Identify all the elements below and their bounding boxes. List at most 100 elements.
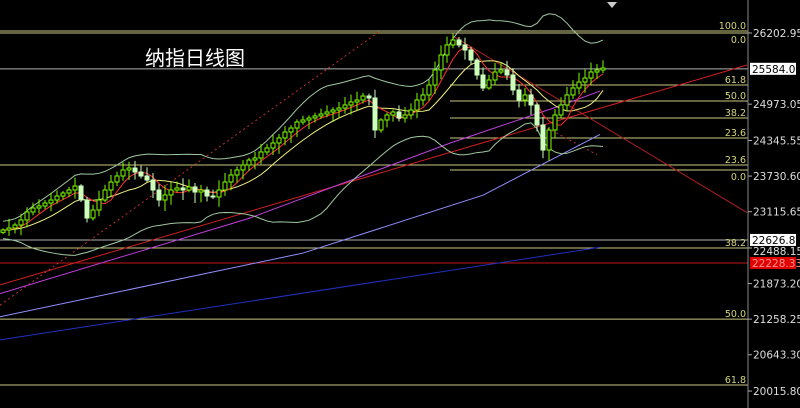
candle — [306, 115, 312, 130]
candle-body — [450, 39, 456, 46]
candle-body — [552, 114, 558, 131]
candle-body — [312, 115, 318, 119]
candle — [276, 133, 282, 154]
candle — [318, 108, 324, 119]
candle-body — [288, 127, 294, 133]
horizontal-lines — [0, 30, 748, 386]
candle-body — [54, 195, 60, 201]
candle — [216, 180, 222, 207]
candle — [78, 184, 84, 203]
candle-body — [408, 109, 414, 116]
candle — [42, 199, 48, 210]
candle-body — [18, 219, 24, 226]
axis-tick-label: 21873.20 — [753, 279, 800, 291]
candle-body — [192, 186, 198, 193]
candle — [222, 172, 228, 196]
candle-body — [300, 119, 306, 123]
axis-tick-label: 20643.30 — [753, 350, 800, 362]
candle — [150, 172, 156, 199]
candle-body — [48, 199, 54, 204]
candle — [354, 91, 360, 111]
candle-body — [156, 189, 162, 201]
bollinger-lower-line — [2, 122, 604, 256]
candle-body — [204, 189, 210, 197]
candle — [402, 107, 408, 123]
candle-body — [324, 111, 330, 115]
candle-body — [246, 159, 252, 166]
candle — [186, 179, 192, 193]
fib-level-label: 23.6 — [725, 128, 746, 139]
axis-tick-label: 24345.55 — [753, 135, 800, 147]
candle — [348, 94, 354, 115]
candle-body — [180, 187, 186, 191]
candle — [444, 36, 450, 63]
candle — [198, 184, 204, 203]
candle-body — [162, 194, 168, 201]
candle-body — [6, 227, 12, 231]
candle-body — [198, 189, 204, 193]
price-badge — [750, 233, 796, 246]
candle — [108, 175, 114, 197]
candle-body — [510, 74, 516, 91]
candle-body — [42, 202, 48, 207]
candle-body — [168, 189, 174, 196]
axis-tick-label: 21258.25 — [753, 314, 800, 326]
candle-body — [12, 224, 18, 229]
candle — [270, 134, 276, 156]
candle-body — [138, 171, 144, 177]
candle — [90, 204, 96, 221]
candle-body — [72, 185, 78, 191]
axis-tick-label: 24973.05 — [753, 99, 800, 111]
candle-body — [114, 175, 120, 183]
candle-body — [240, 164, 246, 171]
candle — [252, 151, 258, 170]
candle — [162, 185, 168, 211]
bollinger-upper-line — [2, 13, 604, 222]
candle — [336, 102, 342, 119]
candle-body — [486, 79, 492, 89]
chart-title: 纳指日线图 — [145, 46, 245, 70]
fib-level-label: 50.0 — [725, 309, 746, 320]
candle — [132, 160, 138, 180]
candle — [312, 112, 318, 123]
candle — [372, 89, 378, 138]
candle — [6, 218, 12, 236]
ma5-line — [2, 46, 604, 231]
candle-body — [384, 114, 390, 121]
candle-body — [144, 175, 150, 181]
candle — [228, 168, 234, 191]
candle-body — [258, 151, 264, 159]
candle-body — [66, 189, 72, 194]
axis-tick-label: 22488.15 — [753, 246, 800, 258]
candle — [102, 184, 108, 203]
candle — [240, 159, 246, 180]
candle — [138, 165, 144, 179]
scroll-marker-icon[interactable] — [607, 2, 617, 8]
candle — [528, 88, 534, 115]
candle-body — [78, 185, 84, 201]
candle — [522, 88, 528, 107]
candle — [330, 107, 336, 122]
candle — [576, 72, 582, 95]
fib-labels: 100.0 0.0 61.8 50.0 38.2 23.6 23.6 0.0 38.2 50.0 6… — [719, 21, 746, 386]
candle — [582, 69, 588, 93]
candle — [438, 45, 444, 80]
price-badge — [750, 257, 796, 270]
candle — [558, 97, 564, 119]
candle — [564, 86, 570, 112]
candle — [0, 228, 6, 235]
candle-body — [588, 71, 594, 79]
candle-body — [342, 104, 348, 109]
candle — [246, 157, 252, 171]
candle-body — [522, 94, 528, 101]
candle — [66, 186, 72, 198]
candle-body — [102, 189, 108, 201]
candle — [84, 196, 90, 223]
candle — [282, 126, 288, 146]
candle — [294, 119, 300, 138]
price-axis[interactable]: 26202.95 24973.05 24345.55 23730.60 23115.65… — [748, 28, 800, 398]
candle-body — [24, 211, 30, 221]
candle-body — [564, 94, 570, 106]
candle-body — [438, 54, 444, 71]
